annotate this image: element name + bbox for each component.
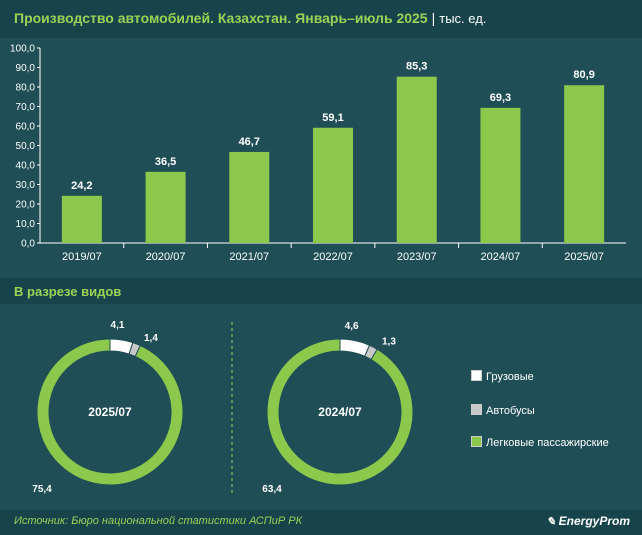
legend-label-trucks: Грузовые	[486, 371, 534, 383]
legend-label-cars: Легковые пассажирские	[486, 437, 609, 449]
bar-value-label: 69,3	[490, 92, 511, 104]
bar-chart-panel: 0,0 10,0 20,0 30,0 40,0 50,0 60,0 70,0 80,0 90,0 1…	[0, 38, 642, 270]
legend-item-trucks: Грузовые	[471, 370, 534, 383]
donut-center-label: 2024/07	[318, 405, 362, 419]
donut-slice-label: 4,1	[111, 320, 125, 331]
brand-logo: ✎ EnergyProm	[546, 514, 630, 528]
donut-slice-label: 1,3	[382, 336, 396, 347]
section-title: В разрезе видов	[14, 284, 122, 299]
x-tick-label: 2020/07	[146, 251, 186, 263]
logo-icon: ✎	[546, 516, 556, 528]
legend-item-buses: Автобусы	[471, 404, 535, 417]
bar	[145, 171, 186, 243]
y-tick-label: 90,0	[16, 63, 36, 74]
donut-center-label: 2025/07	[88, 405, 132, 419]
legend-swatch-trucks	[471, 370, 482, 381]
y-tick-label: 60,0	[16, 122, 36, 133]
source-note: Источник: Бюро национальной статистики А…	[14, 515, 303, 527]
donut-slice	[36, 338, 184, 486]
bar	[313, 127, 353, 243]
donut-chart-panel: 4,1 1,4 75,4 2025/07 4,6 1,3 63,4 2024/07 Грузо…	[0, 306, 642, 510]
section-band: В разрезе видов	[0, 278, 642, 304]
legend-item-cars: Легковые пассажирские	[471, 436, 609, 449]
legend-label-buses: Автобусы	[486, 405, 535, 417]
y-tick-label: 0,0	[21, 239, 35, 250]
title-band: Производство автомобилей. Казахстан. Янв…	[0, 0, 642, 38]
donut-slice-label: 75,4	[32, 484, 52, 495]
bar-value-label: 24,2	[71, 180, 92, 192]
title-unit: тыс. ед.	[439, 11, 487, 26]
x-tick-label: 2023/07	[397, 251, 437, 263]
y-tick-label: 100,0	[10, 44, 35, 55]
legend-swatch-buses	[471, 404, 482, 415]
bar	[229, 151, 270, 243]
source-band: Источник: Бюро национальной статистики А…	[0, 510, 642, 535]
bar-value-label: 36,5	[155, 156, 176, 168]
legend-swatch-cars	[471, 436, 482, 447]
x-tick-label: 2021/07	[229, 251, 269, 263]
y-tick-label: 50,0	[16, 141, 36, 152]
y-tick-label: 70,0	[16, 102, 36, 113]
bar-value-label: 85,3	[406, 61, 427, 73]
bar-value-label: 59,1	[322, 112, 343, 124]
title-separator: |	[431, 10, 436, 26]
bar	[61, 195, 102, 243]
chart-title: Производство автомобилей. Казахстан. Янв…	[14, 10, 486, 26]
bar	[564, 85, 605, 243]
donut-slice	[266, 338, 414, 486]
logo-text: EnergyProm	[558, 514, 630, 528]
donut-slice	[339, 338, 371, 357]
bar-value-label: 80,9	[573, 69, 594, 81]
title-text: Производство автомобилей. Казахстан. Янв…	[14, 10, 428, 26]
y-tick-label: 40,0	[16, 161, 36, 172]
bar	[480, 107, 521, 244]
bar	[396, 76, 437, 243]
y-tick-label: 20,0	[16, 200, 36, 211]
bar-chart: 0,0 10,0 20,0 30,0 40,0 50,0 60,0 70,0 80,0 90,0 1…	[10, 44, 626, 263]
donut-charts: 4,1 1,4 75,4 2025/07 4,6 1,3 63,4 2024/07	[32, 320, 414, 496]
y-tick-label: 30,0	[16, 180, 36, 191]
x-tick-label: 2024/07	[481, 251, 521, 263]
donut-slice-label: 1,4	[144, 333, 158, 344]
bar-value-label: 46,7	[239, 136, 260, 148]
y-tick-label: 80,0	[16, 83, 36, 94]
y-tick-label: 10,0	[16, 219, 36, 230]
donut-slice-label: 4,6	[345, 321, 359, 332]
x-tick-label: 2022/07	[313, 251, 353, 263]
x-tick-label: 2025/07	[564, 251, 604, 263]
donut-slice-label: 63,4	[262, 484, 282, 495]
x-tick-label: 2019/07	[62, 251, 102, 263]
